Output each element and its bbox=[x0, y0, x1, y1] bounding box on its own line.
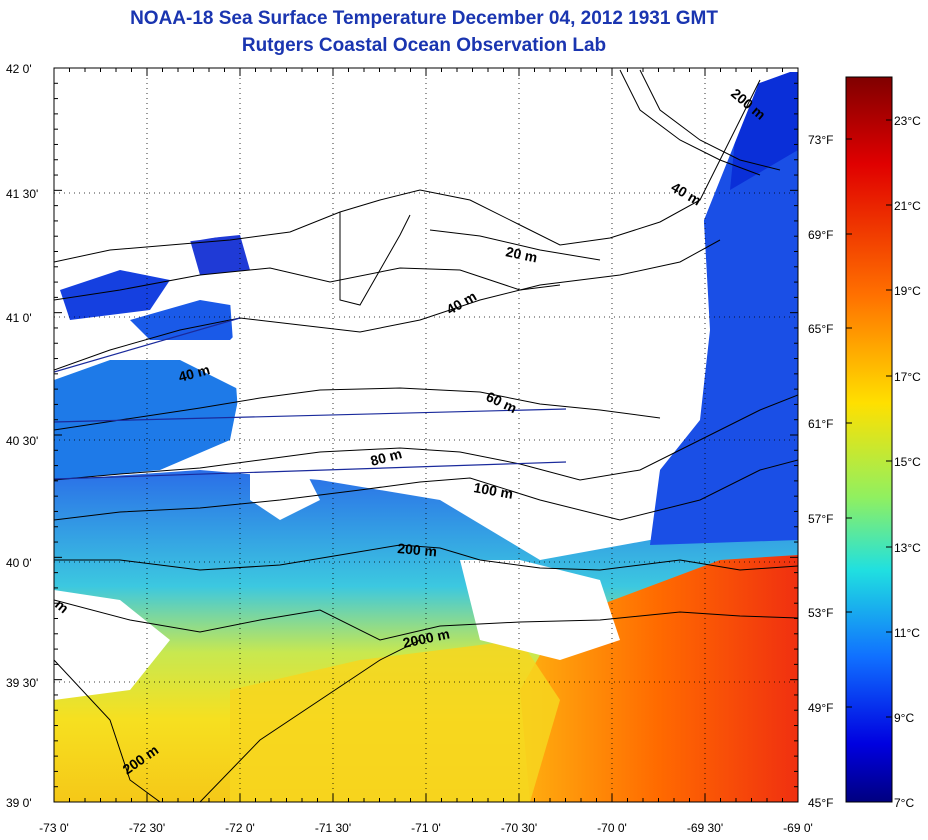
map-subtitle: Rutgers Coastal Ocean Observation Lab bbox=[241, 35, 607, 56]
contour-label: 40 m bbox=[177, 361, 212, 385]
graticule bbox=[54, 68, 798, 802]
lon-label: -70 0' bbox=[597, 821, 627, 835]
colorbar-scale bbox=[845, 76, 893, 803]
celsius-label: 9°C bbox=[894, 711, 914, 725]
fahrenheit-label: 53°F bbox=[808, 606, 833, 620]
fahrenheit-label: 49°F bbox=[808, 701, 833, 715]
contour-label: 80 m bbox=[369, 445, 404, 469]
celsius-label: 17°C bbox=[894, 370, 921, 384]
contour-label: 200 m bbox=[397, 540, 438, 559]
latitude-labels: 42 0' 41 30' 41 0' 40 30' 40 0' 39 30' 3… bbox=[6, 62, 38, 810]
sst-field bbox=[54, 68, 798, 802]
colorbar: 23°C 21°C 19°C 17°C 15°C 13°C 11°C 9°C 7… bbox=[808, 76, 921, 810]
lon-label: -69 0' bbox=[783, 821, 813, 835]
fahrenheit-label: 45°F bbox=[808, 796, 833, 810]
lat-label: 41 0' bbox=[6, 311, 32, 325]
lon-label: -72 30' bbox=[129, 821, 165, 835]
lon-label: -69 30' bbox=[687, 821, 723, 835]
lat-label: 41 30' bbox=[6, 187, 38, 201]
lon-label: -70 30' bbox=[501, 821, 537, 835]
lon-label: -71 0' bbox=[411, 821, 441, 835]
celsius-label: 19°C bbox=[894, 284, 921, 298]
celsius-label: 21°C bbox=[894, 199, 921, 213]
lon-label: -72 0' bbox=[225, 821, 255, 835]
fahrenheit-label: 61°F bbox=[808, 417, 833, 431]
celsius-label: 13°C bbox=[894, 541, 921, 555]
lat-label: 39 0' bbox=[6, 796, 32, 810]
fahrenheit-label: 73°F bbox=[808, 133, 833, 147]
contour-label: 20 m bbox=[504, 243, 539, 265]
fahrenheit-label: 65°F bbox=[808, 322, 833, 336]
fahrenheit-label: 69°F bbox=[808, 228, 833, 242]
celsius-label: 15°C bbox=[894, 455, 921, 469]
fahrenheit-label: 57°F bbox=[808, 512, 833, 526]
lat-label: 42 0' bbox=[6, 62, 32, 76]
bathymetry-contours bbox=[54, 69, 798, 802]
lat-label: 40 30' bbox=[6, 434, 38, 448]
lat-label: 40 0' bbox=[6, 556, 32, 570]
longitude-labels: -73 0' -72 30' -72 0' -71 30' -71 0' -70… bbox=[39, 821, 813, 835]
map-title: NOAA-18 Sea Surface Temperature December… bbox=[130, 8, 718, 29]
contour-label: 100 m bbox=[472, 479, 514, 502]
lon-label: -71 30' bbox=[315, 821, 351, 835]
celsius-label: 11°C bbox=[894, 626, 920, 640]
lon-label: -73 0' bbox=[39, 821, 69, 835]
celsius-label: 7°C bbox=[894, 796, 914, 810]
celsius-label: 23°C bbox=[894, 114, 921, 128]
lat-label: 39 30' bbox=[6, 676, 38, 690]
